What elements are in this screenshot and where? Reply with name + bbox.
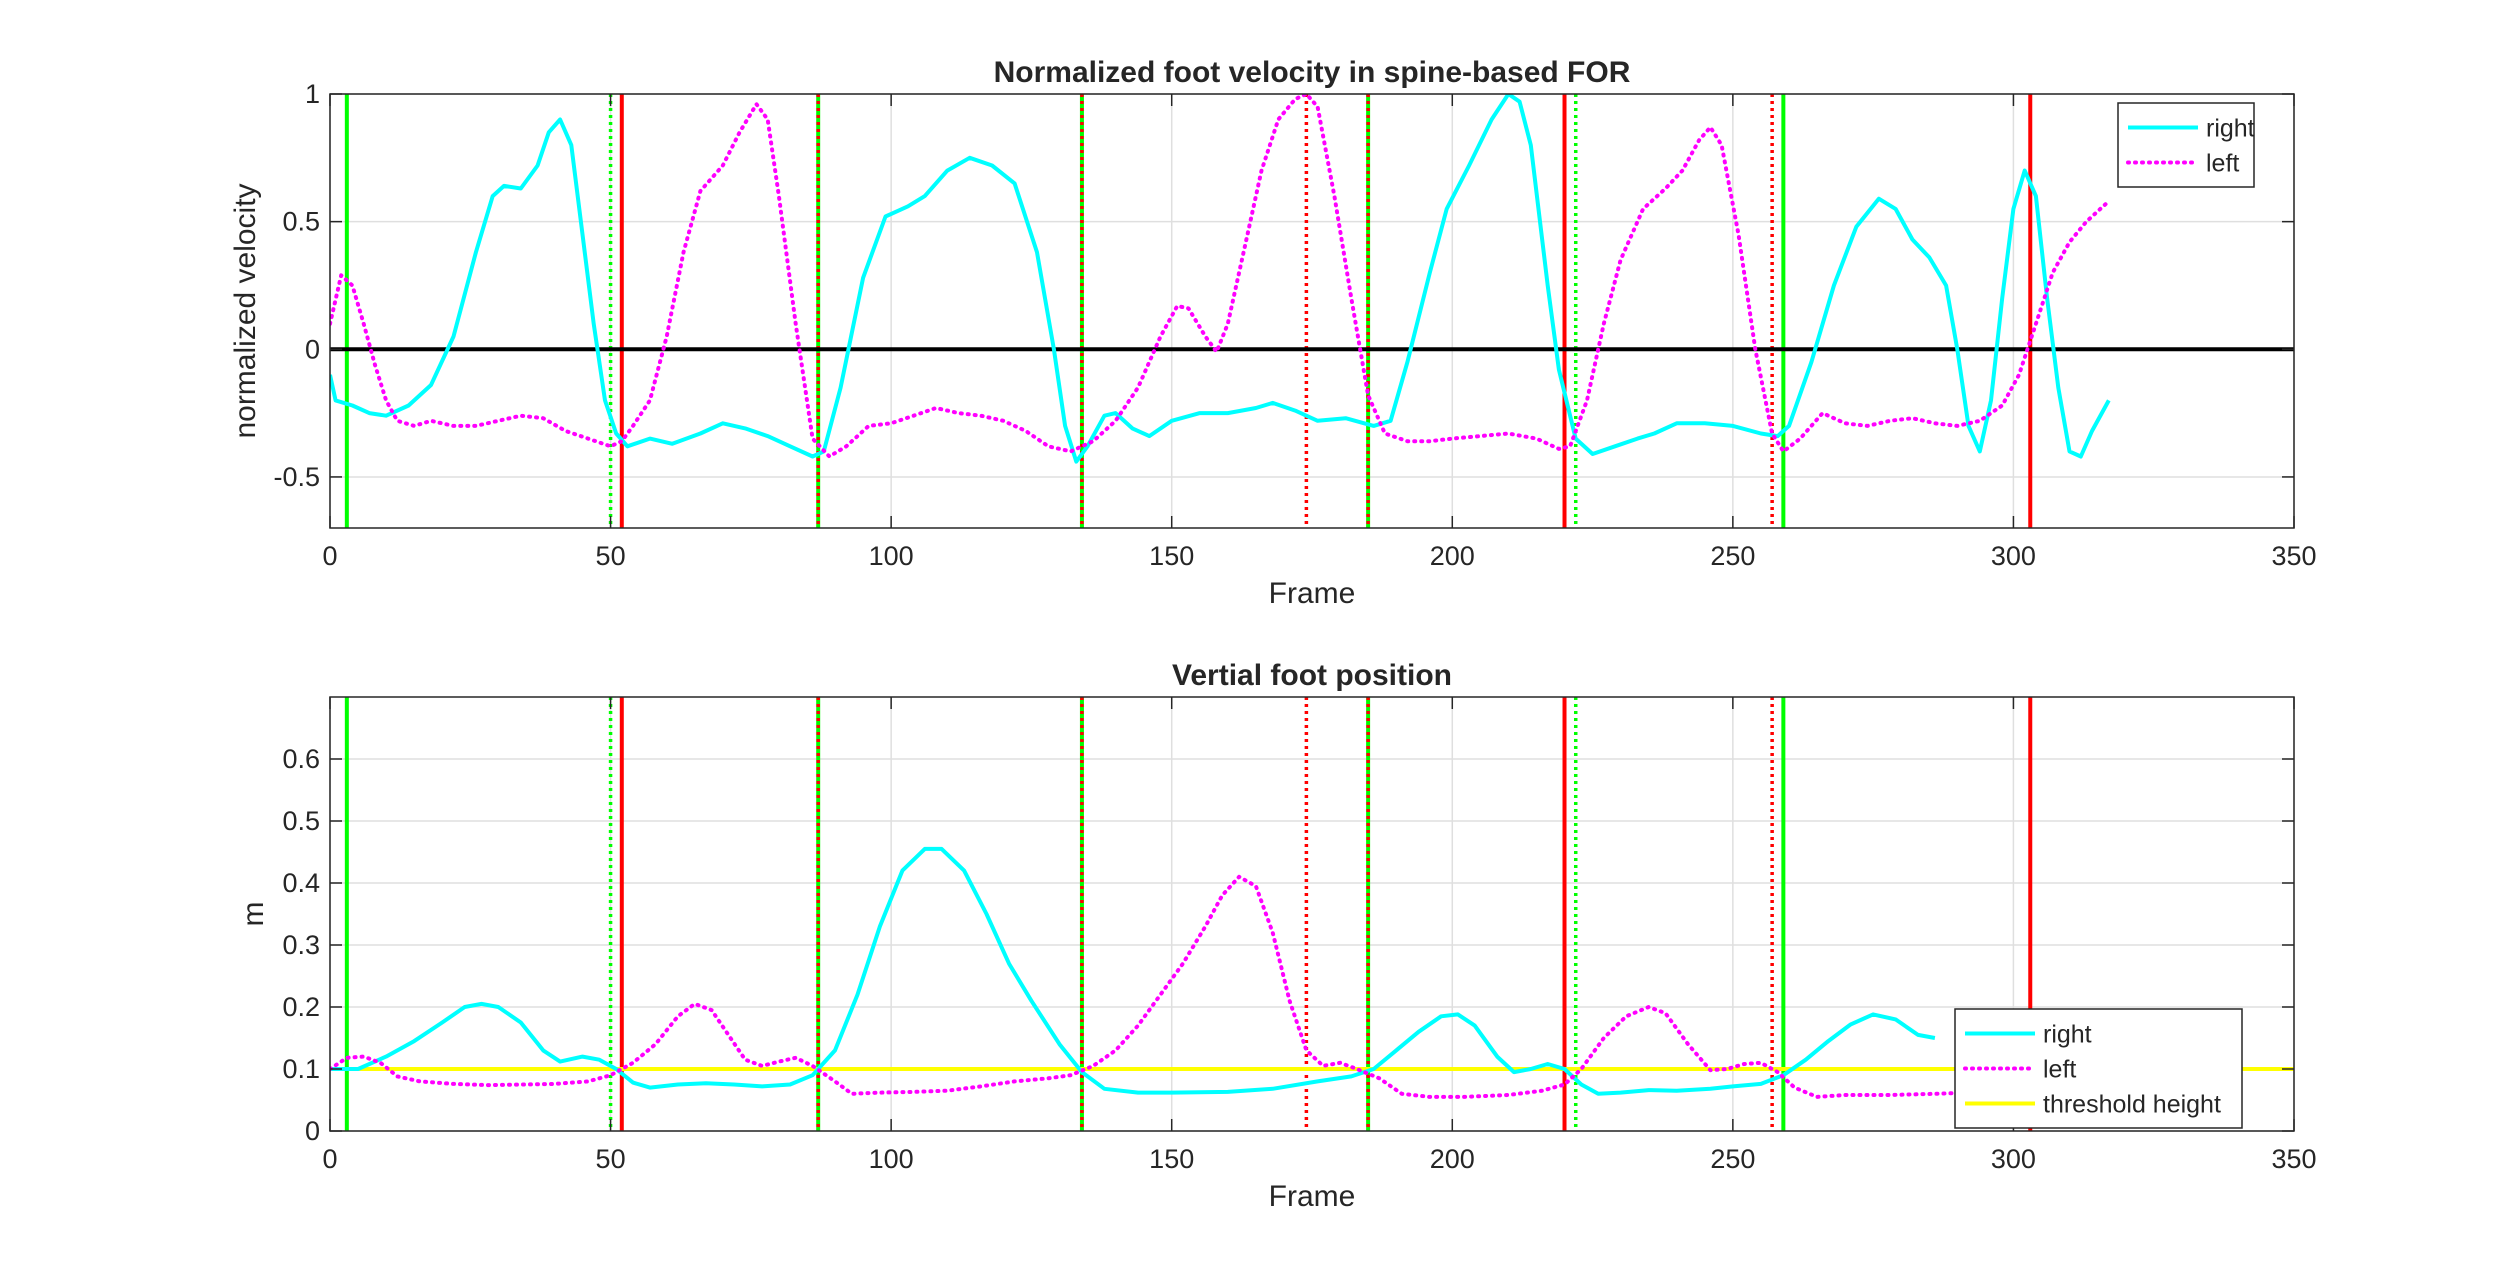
series-line-left: [330, 94, 2111, 459]
legend-label: threshold height: [2043, 1091, 2221, 1119]
y-tick-label: -0.5: [273, 462, 320, 492]
x-tick-label: 300: [1991, 1144, 2036, 1174]
y-tick-label: 0.5: [282, 207, 320, 237]
chart-panel-1: 0 50 100 150 200 250 300 350 -0.5 0 0.5 1 Normalized…: [229, 56, 2317, 610]
x-axis-label: Frame: [1269, 1180, 1356, 1213]
x-tick-label: 50: [596, 541, 626, 571]
legend: right left: [2117, 102, 2255, 188]
x-tick-label: 350: [2271, 541, 2316, 571]
legend: right left threshold height: [1954, 1008, 2243, 1129]
x-tick-label: 200: [1430, 541, 1475, 571]
axes-box: [329, 93, 2295, 529]
y-tick-label: 0.5: [282, 806, 320, 836]
x-tick-label: 200: [1430, 1144, 1475, 1174]
legend-label: right: [2043, 1021, 2092, 1049]
data-layer: [330, 94, 2294, 528]
y-tick-label: 0: [305, 334, 320, 364]
y-axis-label: normalized velocity: [229, 183, 262, 438]
y-axis-label: m: [237, 902, 270, 927]
axes-box: [329, 696, 2295, 1132]
x-tick-label: 250: [1710, 1144, 1755, 1174]
x-tick-label: 100: [869, 1144, 914, 1174]
y-tick-label: 0.1: [282, 1054, 320, 1084]
plot-area: [330, 94, 2294, 528]
x-tick-label: 0: [322, 541, 337, 571]
legend-label: left: [2206, 150, 2239, 178]
x-tick-label: 250: [1710, 541, 1755, 571]
x-tick-label: 300: [1991, 541, 2036, 571]
series-line-left: [330, 874, 1999, 1099]
legend-label: left: [2043, 1056, 2076, 1084]
x-tick-label: 350: [2271, 1144, 2316, 1174]
y-tick-label: 0.6: [282, 744, 320, 774]
x-tick-label: 50: [596, 1144, 626, 1174]
y-tick-label: 0: [305, 1116, 320, 1146]
chart-panel-2: 0 50 100 150 200 250 300 350 0 0.1 0.2 0.3 0.4 0.5 0.6…: [237, 659, 2317, 1213]
x-tick-label: 100: [869, 541, 914, 571]
y-tick-label: 1: [305, 79, 320, 109]
legend-box: [2117, 102, 2255, 188]
series-line-right: [330, 94, 2111, 464]
x-tick-label: 150: [1149, 1144, 1194, 1174]
y-tick-label: 0.4: [282, 868, 320, 898]
chart-title: Normalized foot velocity in spine-based …: [994, 56, 1631, 89]
x-axis-label: Frame: [1269, 577, 1356, 610]
x-tick-label: 0: [322, 1144, 337, 1174]
chart-title: Vertial foot position: [1172, 659, 1452, 692]
y-tick-label: 0.3: [282, 930, 320, 960]
x-tick-label: 150: [1149, 541, 1194, 571]
legend-label: right: [2206, 115, 2255, 143]
y-tick-label: 0.2: [282, 992, 320, 1022]
series-line-right: [330, 846, 1936, 1096]
